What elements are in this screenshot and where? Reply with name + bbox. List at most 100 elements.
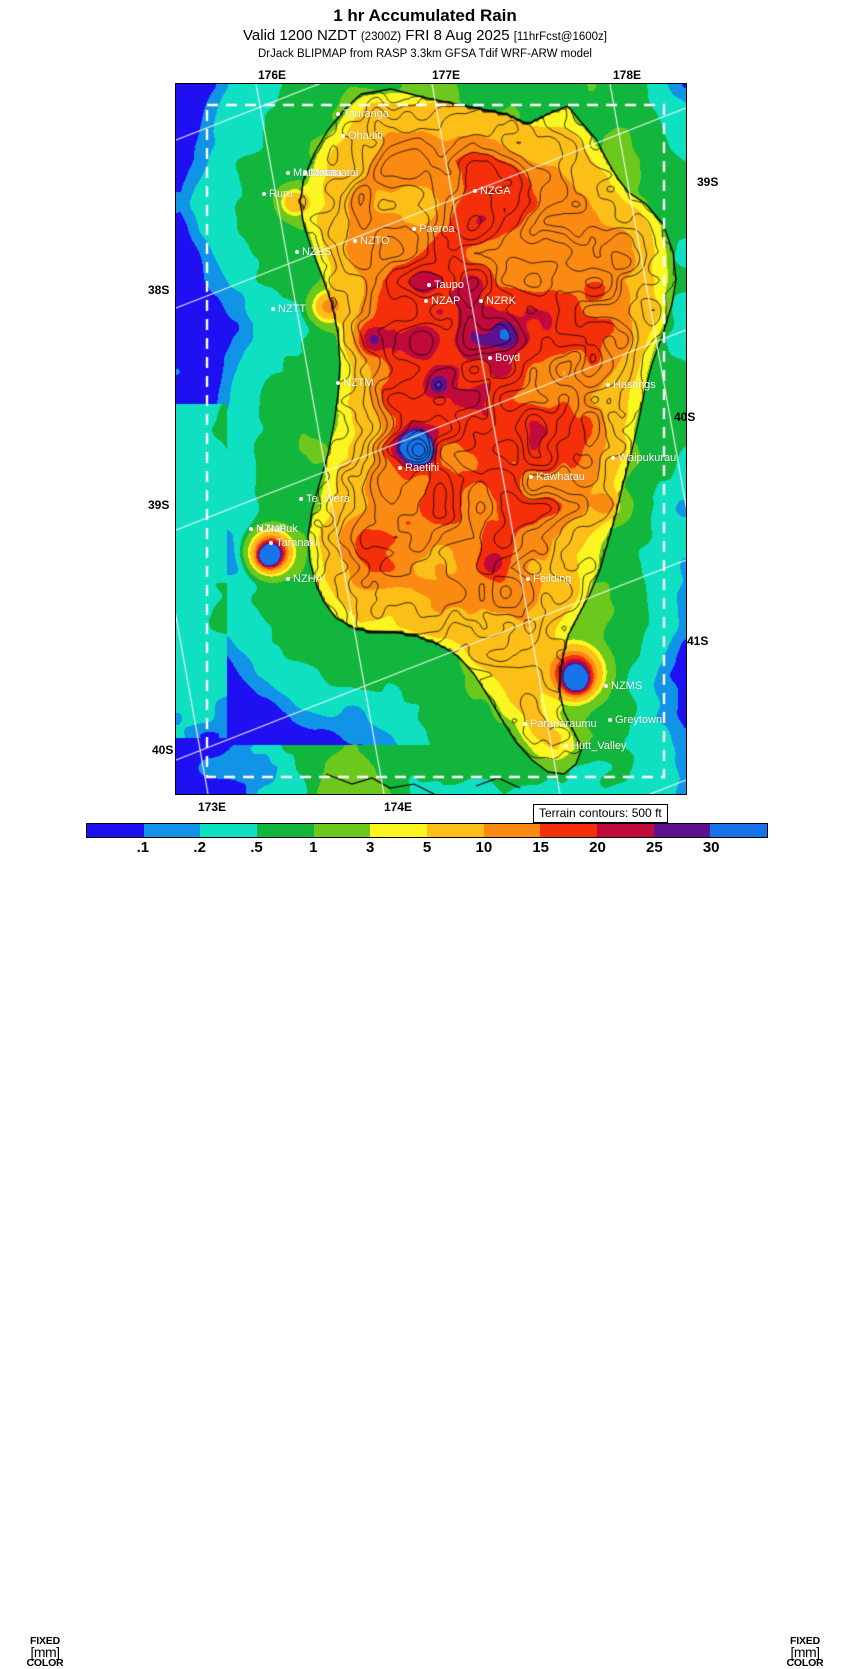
station-dot-icon [529,475,533,479]
longitude-tick-label: 173E [198,800,227,814]
latitude-tick-label: 39S [148,498,170,512]
station-dot-icon [259,527,263,531]
station-dot-icon [341,134,345,138]
longitude-tick-label: 176E [258,68,287,82]
color-label-right: COLOR [786,1657,824,1669]
city-marker: Ohauiti [341,131,383,142]
colorbar-segment [483,824,541,837]
station-dot-icon [611,456,615,460]
city-marker: Kawhatau [529,472,585,483]
latitude-tick-label: 40S [674,410,696,424]
station-dot-icon [412,227,416,231]
fixed-label-right: FIXED [790,1635,820,1647]
valid-time-line: Valid 1200 NZDT (2300Z) FRI 8 Aug 2025 [… [0,26,850,47]
station-dot-icon [523,722,527,726]
colorbar-segment [313,824,371,837]
city-marker: Tauranga [336,109,389,120]
colorbar-tick-label: .1 [136,839,150,856]
city-marker: Matamata [286,168,342,179]
city-label: NZTO [360,235,390,247]
city-label: Te_Wera [306,493,350,505]
city-label: NZES [302,246,332,258]
city-label: Paraparaumu [530,718,597,730]
city-label: NZHA [293,573,323,585]
station-dot-icon [488,356,492,360]
colorbar-tick-labels: .1 .2 .5 1 3 5 10 15 20 25 30 [86,839,768,859]
city-label: NZNP [256,523,286,535]
city-label: Raetihi [405,462,440,474]
city-marker: Paeroa [412,224,454,235]
city-label: NZAP [431,295,461,307]
latitude-tick-label: 41S [687,634,709,648]
valid-date: FRI 8 Aug 2025 [405,27,510,44]
city-label: NZTM [343,377,374,389]
colorbar-tick-label: 1 [309,839,318,856]
latitude-tick-label: 39S [697,175,719,189]
terrain-contour-legend: Terrain contours: 500 ft [533,804,668,823]
longitude-tick-label: 174E [384,800,413,814]
city-marker: NZRK [479,296,516,307]
colorbar-segment [427,824,484,837]
rainfall-field-canvas [176,84,686,794]
city-marker: Waipukurau [611,453,676,464]
station-dot-icon [473,189,477,193]
city-label: Tauranga [343,108,389,120]
colorbar-segment [200,824,258,837]
longitude-tick-label: 177E [432,68,461,82]
city-marker: Boyd [488,353,520,364]
city-marker: NZNP [249,524,286,535]
city-marker: Te_Wera [299,494,350,505]
station-dot-icon [286,171,290,175]
station-dot-icon [286,577,290,581]
city-marker: Nanuk [259,524,298,535]
station-dot-icon [424,299,428,303]
city-label: Matamata [293,167,342,179]
city-marker: NZES [295,247,331,258]
colorbar-segment [710,824,767,837]
station-dot-icon [303,171,307,175]
city-label: Taranaki [276,537,318,549]
station-dot-icon [398,466,402,470]
color-label-left: COLOR [26,1657,64,1669]
city-marker: Matanatai [303,168,358,179]
station-dot-icon [526,577,530,581]
city-marker: NZAP [424,296,460,307]
station-dot-icon [336,112,340,116]
city-marker: NZHA [286,574,323,585]
station-dot-icon [606,383,610,387]
city-label: NZGA [480,185,511,197]
city-marker: NZTM [336,378,374,389]
longitude-tick-label: 178E [613,68,642,82]
station-dot-icon [262,192,266,196]
station-dot-icon [299,497,303,501]
city-label: Ruru [269,188,293,200]
station-dot-icon [427,283,431,287]
station-dot-icon [564,744,568,748]
colorbar-tick-label: 20 [589,839,606,856]
city-label: Greytown [615,714,663,726]
colorbar-tick-label: .2 [193,839,206,856]
city-label: Feilding [533,573,572,585]
colorbar-segment [597,824,654,837]
city-marker: Paraparaumu [523,719,597,730]
colorbar-tick-label: 10 [475,839,493,856]
city-label: Waipukurau [618,452,677,464]
city-marker: Feilding [526,574,572,585]
units-label-left: [mm] [30,1644,60,1660]
title-block: 1 hr Accumulated Rain Valid 1200 NZDT (2… [0,6,850,62]
colorbar-gradient [86,823,768,838]
city-marker: Raetihi [398,463,439,474]
city-marker: Taranaki [269,538,318,549]
station-dot-icon [353,239,357,243]
city-label: Boyd [495,352,521,364]
station-dot-icon [479,299,483,303]
colorbar-units-badge-left: FIXED [mm] COLOR [16,1636,74,1669]
city-marker: NZTT [271,304,306,315]
station-dot-icon [295,250,299,254]
colorbar-tick-label: 25 [645,839,663,856]
city-label: Ohauiti [348,130,383,142]
city-label: Kawhatau [536,471,585,483]
model-source-line: DrJack BLIPMAP from RASP 3.3km GFSA Tdif… [257,48,592,60]
station-dot-icon [336,381,340,385]
city-label: Hastings [613,379,656,391]
